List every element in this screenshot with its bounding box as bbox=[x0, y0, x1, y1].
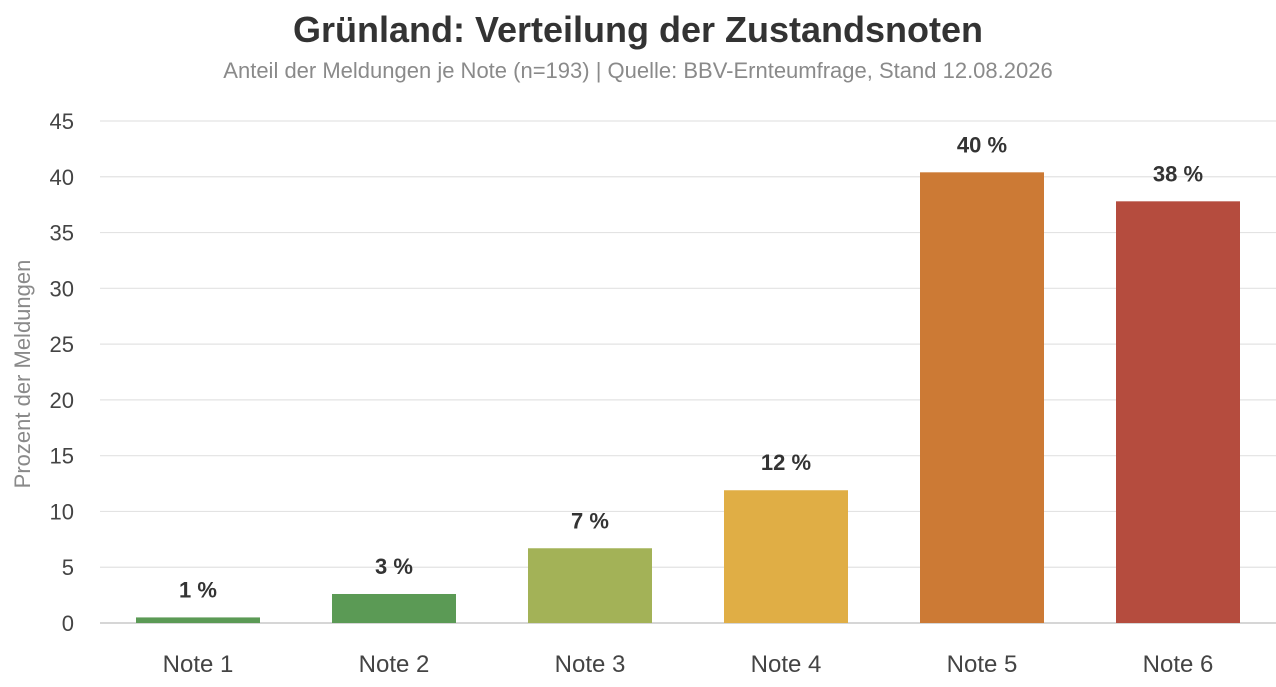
data-label: 3 % bbox=[375, 554, 413, 579]
x-axis-categories: Note 1 Note 2 Note 3 Note 4 Note 5 Note 6 bbox=[163, 651, 1214, 678]
y-tick-label: 30 bbox=[50, 276, 74, 301]
bar-note-2 bbox=[332, 593, 456, 623]
bar-note-4 bbox=[724, 490, 848, 623]
bar-note-1 bbox=[136, 617, 260, 623]
x-category-label: Note 1 bbox=[163, 651, 234, 678]
x-category-label: Note 3 bbox=[555, 651, 626, 678]
data-label: 1 % bbox=[179, 577, 217, 602]
y-tick-label: 15 bbox=[50, 444, 74, 469]
y-tick-label: 20 bbox=[50, 388, 74, 413]
y-axis-title: Prozent der Meldungen bbox=[10, 260, 35, 489]
x-category-label: Note 2 bbox=[359, 651, 430, 678]
data-label: 40 % bbox=[957, 132, 1007, 157]
y-tick-label: 0 bbox=[62, 611, 74, 636]
x-category-label: Note 6 bbox=[1143, 651, 1214, 678]
bar-note-5 bbox=[920, 172, 1044, 623]
data-label: 12 % bbox=[761, 450, 811, 475]
y-tick-label: 25 bbox=[50, 332, 74, 357]
y-tick-label: 5 bbox=[62, 555, 74, 580]
x-category-label: Note 4 bbox=[751, 651, 822, 678]
y-tick-label: 35 bbox=[50, 221, 74, 246]
y-tick-label: 40 bbox=[50, 165, 74, 190]
data-label: 38 % bbox=[1153, 161, 1203, 186]
x-category-label: Note 5 bbox=[947, 651, 1018, 678]
bars bbox=[136, 172, 1240, 623]
y-tick-label: 45 bbox=[50, 109, 74, 134]
y-tick-label: 10 bbox=[50, 499, 74, 524]
data-label: 7 % bbox=[571, 508, 609, 533]
y-axis-ticks: 0 5 10 15 20 25 30 35 40 45 bbox=[50, 109, 74, 636]
bar-note-3 bbox=[528, 548, 652, 623]
bar-note-6 bbox=[1116, 201, 1240, 623]
data-labels: 1 % 3 % 7 % 12 % 40 % 38 % bbox=[179, 132, 1203, 602]
chart-title: Grünland: Verteilung der Zustandsnoten bbox=[292, 9, 984, 50]
chart-subtitle: Anteil der Meldungen je Note (n=193) | Q… bbox=[223, 58, 1053, 83]
gridlines bbox=[100, 120, 1276, 624]
